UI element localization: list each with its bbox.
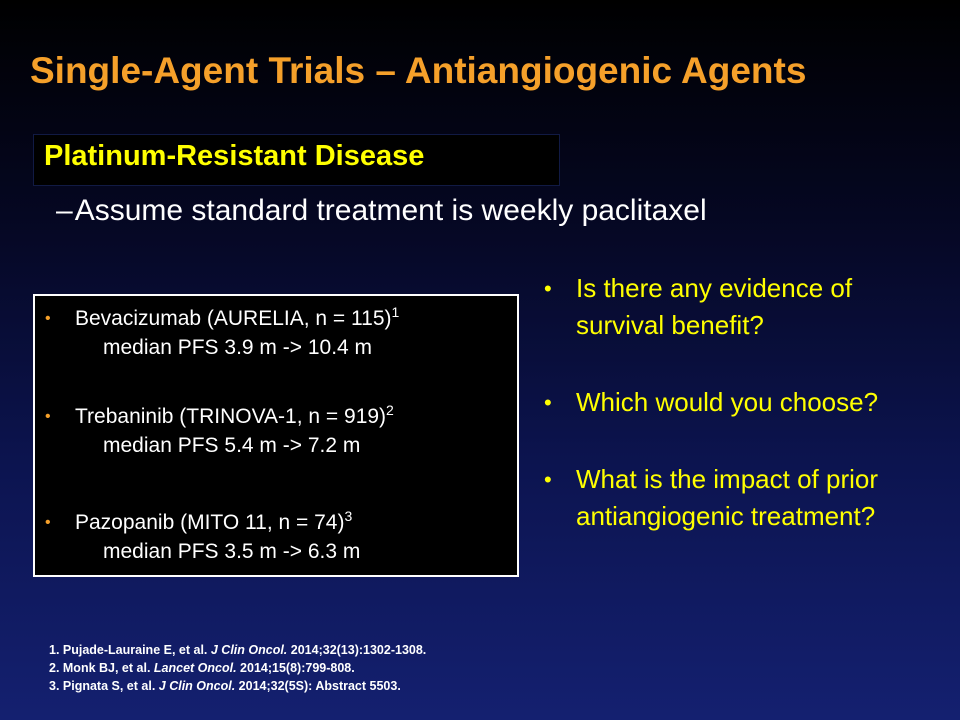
trial-name: Trebaninib (TRINOVA-1, n = 919) <box>75 405 387 428</box>
trial-ref: 3 <box>344 508 353 524</box>
reference-prefix: 1. Pujade-Lauraine E, et al. <box>49 643 208 657</box>
trial-ref: 2 <box>386 402 394 418</box>
reference-details: 2014;15(8):799-808. <box>240 661 355 675</box>
question-item: • Is there any evidence of survival benef… <box>542 270 942 344</box>
question-item: • What is the impact of prior antiangioge… <box>542 461 942 535</box>
references: 1. Pujade-Lauraine E, et al. J Clin Onco… <box>49 641 426 695</box>
reference-item: 3. Pignata S, et al. J Clin Oncol. 2014;… <box>49 677 426 695</box>
trial-result: median PFS 5.4 m -> 7.2 m <box>103 434 361 457</box>
trials-box: • Bevacizumab (AURELIA, n = 115)1 median … <box>33 294 519 577</box>
trial-name: Pazopanib (MITO 11, n = 74) <box>75 511 345 534</box>
trial-item: • Pazopanib (MITO 11, n = 74)3 median PFS… <box>45 508 360 564</box>
slide-title: Single-Agent Trials – Antiangiogenic Age… <box>30 50 807 91</box>
question-item: • Which would you choose? <box>542 384 942 421</box>
reference-journal: J Clin Oncol. <box>158 679 236 693</box>
bullet-icon: • <box>45 310 51 327</box>
assumption-line: –Assume standard treatment is weekly pac… <box>56 194 707 228</box>
bullet-icon: • <box>544 467 552 492</box>
subtitle: Platinum-Resistant Disease <box>44 140 425 172</box>
reference-item: 2. Monk BJ, et al. Lancet Oncol. 2014;15… <box>49 659 426 677</box>
question-text: What is the impact of prior antiangiogen… <box>576 464 878 531</box>
question-text: Is there any evidence of survival benefi… <box>576 273 853 340</box>
reference-journal: J Clin Oncol. <box>210 643 288 657</box>
bullet-icon: • <box>544 390 552 415</box>
question-text: Which would you choose? <box>576 387 879 417</box>
reference-details: 2014;32(13):1302-1308. <box>290 643 427 657</box>
trial-item: • Bevacizumab (AURELIA, n = 115)1 median … <box>45 304 399 360</box>
questions-list: • Is there any evidence of survival benef… <box>542 270 942 575</box>
reference-item: 1. Pujade-Lauraine E, et al. J Clin Onco… <box>49 641 426 659</box>
trial-result: median PFS 3.9 m -> 10.4 m <box>103 336 373 359</box>
reference-journal: Lancet Oncol. <box>153 661 237 675</box>
bullet-icon: • <box>45 408 51 425</box>
reference-details: 2014;32(5S): Abstract 5503. <box>238 679 401 693</box>
bullet-icon: • <box>544 276 552 301</box>
dash-bullet: – <box>56 194 73 227</box>
trial-result: median PFS 3.5 m -> 6.3 m <box>103 540 361 563</box>
subtitle-box <box>33 134 560 186</box>
trial-name: Bevacizumab (AURELIA, n = 115) <box>75 307 392 330</box>
assumption-text: Assume standard treatment is weekly pacl… <box>74 194 707 227</box>
reference-prefix: 3. Pignata S, et al. <box>49 679 156 693</box>
reference-prefix: 2. Monk BJ, et al. <box>49 661 151 675</box>
trial-ref: 1 <box>391 304 400 320</box>
bullet-icon: • <box>45 514 51 531</box>
trial-item: • Trebaninib (TRINOVA-1, n = 919)2 median… <box>45 402 394 458</box>
